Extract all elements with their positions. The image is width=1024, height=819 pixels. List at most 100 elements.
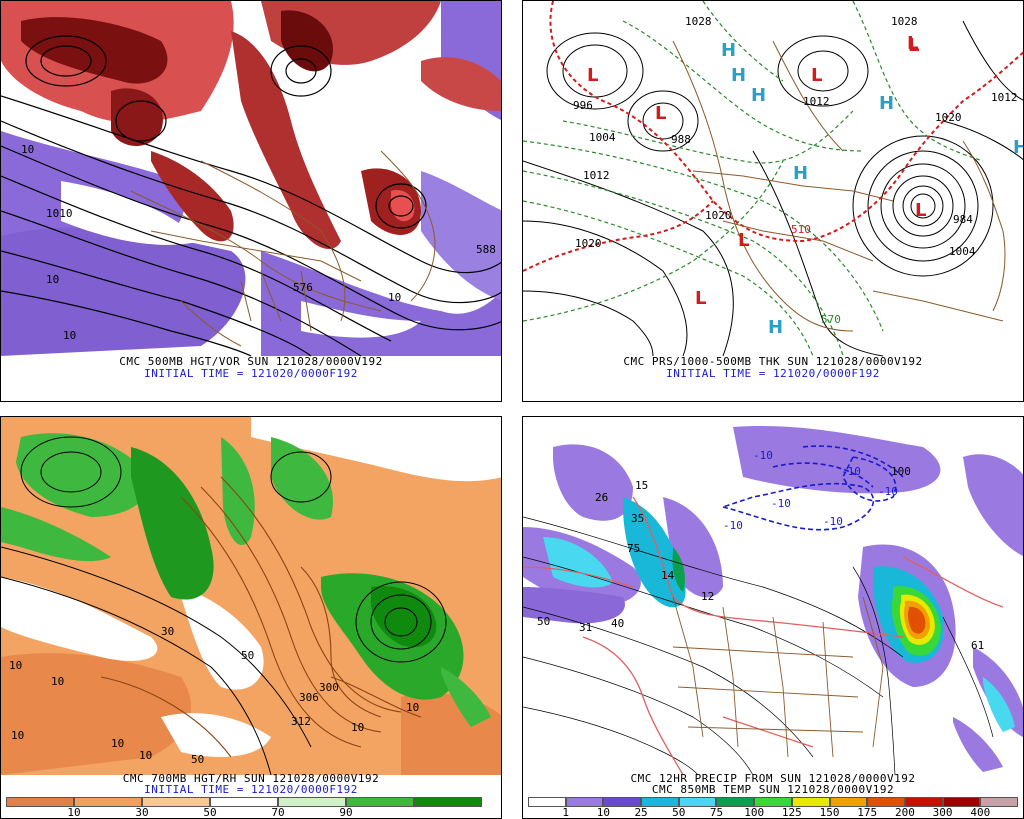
svg-text:30: 30 xyxy=(161,625,174,638)
state-borders xyxy=(672,596,884,758)
svg-text:-10: -10 xyxy=(823,515,843,528)
height-contours xyxy=(1,436,447,776)
svg-text:1012: 1012 xyxy=(583,169,610,182)
isobars xyxy=(523,20,1023,357)
svg-text:100: 100 xyxy=(891,465,911,478)
precip-fill-heavy xyxy=(907,606,926,634)
svg-text:40: 40 xyxy=(611,617,624,630)
svg-text:50: 50 xyxy=(191,753,204,766)
svg-text:-10: -10 xyxy=(723,519,743,532)
svg-text:L: L xyxy=(695,288,706,309)
rh-colorbar-ticks: 10 30 50 70 90 xyxy=(6,806,482,818)
initial-time: INITIAL TIME = 121020/0000F192 xyxy=(144,783,358,796)
svg-text:510: 510 xyxy=(791,223,811,236)
isobar-labels: 1028 1028 996 988 1004 1012 1020 1020 10… xyxy=(573,15,1018,326)
svg-text:10: 10 xyxy=(351,721,364,734)
panel-700mb-hgt-rh: 10 10 10 10 30 50 50 306 312 300 10 10 1… xyxy=(0,416,502,819)
colorbar-tick-label: 30 xyxy=(135,806,149,819)
vorticity-fill-positive xyxy=(231,31,341,250)
colorbar-swatch xyxy=(942,797,981,807)
colorbar-tick-label: 200 xyxy=(894,806,915,819)
svg-text:L: L xyxy=(907,33,918,54)
panel-title: CMC 12HR PRECIP FROM SUN 121028/0000V192 xyxy=(630,772,916,785)
rh-colorbar xyxy=(6,797,482,807)
svg-text:-10: -10 xyxy=(771,497,791,510)
panel-title: CMC PRS/1000-500MB THK SUN 121028/0000V1… xyxy=(623,355,923,368)
colorbar-tick-label: 125 xyxy=(781,806,802,819)
precip-fill-moderate xyxy=(543,537,613,588)
vorticity-fill-positive xyxy=(421,57,501,111)
contour-label: 10 xyxy=(46,273,59,286)
svg-text:10: 10 xyxy=(9,659,22,672)
rh-fill-moist xyxy=(221,437,255,546)
colorbar-swatch xyxy=(754,797,792,807)
vorticity-fill-negative xyxy=(1,227,246,356)
svg-text:14: 14 xyxy=(661,569,675,582)
panel-subtitle: CMC 850MB TEMP SUN 121028/0000V192 xyxy=(651,783,895,796)
humidity-map: 10 10 10 10 30 50 50 306 312 300 10 10 1… xyxy=(1,417,501,776)
vorticity-fill-positive xyxy=(151,151,234,242)
colorbar-tick-label: 150 xyxy=(819,806,840,819)
initial-time: INITIAL TIME = 121020/0000F192 xyxy=(144,367,358,380)
colorbar-swatch xyxy=(867,797,905,807)
svg-text:L: L xyxy=(655,103,666,124)
contour-label: 1010 xyxy=(46,207,73,220)
svg-text:H: H xyxy=(1013,137,1024,158)
colorbar-swatch xyxy=(565,797,604,807)
colorbar-swatch xyxy=(6,797,74,807)
panel-prs-thk: L L L L L L L L H H H H H H H 1028 1028 … xyxy=(522,0,1024,402)
contour-label: 10 xyxy=(21,143,34,156)
colorbar-tick-label: 50 xyxy=(672,806,686,819)
svg-text:988: 988 xyxy=(671,133,691,146)
precip-fill-light xyxy=(523,587,625,624)
svg-text:H: H xyxy=(768,317,783,338)
precip-colorbar xyxy=(528,797,1018,807)
contour-label: 576 xyxy=(293,281,313,294)
colorbar-swatch xyxy=(346,797,414,807)
svg-text:300: 300 xyxy=(319,681,339,694)
colorbar-swatch xyxy=(142,797,210,807)
height-contours xyxy=(1,35,501,357)
precip-fill-light xyxy=(963,454,1023,556)
panel-500mb-hgt-vor: 1010 10 10 588 576 10 10 CMC 500MB HGT/V… xyxy=(0,0,502,402)
svg-text:50: 50 xyxy=(537,615,550,628)
colorbar-swatch xyxy=(641,797,679,807)
colorbar-swatch xyxy=(716,797,755,807)
colorbar-swatch xyxy=(528,797,566,807)
colorbar-tick-label: 50 xyxy=(203,806,217,819)
colorbar-swatch xyxy=(74,797,142,807)
colorbar-tick-label: 90 xyxy=(339,806,353,819)
svg-text:15: 15 xyxy=(635,479,648,492)
svg-text:996: 996 xyxy=(573,99,593,112)
contour-label: 10 xyxy=(388,291,401,304)
colorbar-swatch xyxy=(791,797,830,807)
rh-fill-moist xyxy=(1,507,111,562)
svg-text:31: 31 xyxy=(579,621,592,634)
map-boundaries xyxy=(672,40,1006,332)
colorbar-swatch xyxy=(603,797,642,807)
precip-map: 26 15 35 75 14 12 50 31 40 -10 -10 -10 -… xyxy=(523,417,1023,776)
svg-text:1004: 1004 xyxy=(949,245,976,258)
540-thickness-line xyxy=(523,1,1023,272)
precip-fill-heavy xyxy=(672,547,685,592)
initial-time: INITIAL TIME = 121020/0000F192 xyxy=(666,367,880,380)
svg-text:H: H xyxy=(731,65,746,86)
colorbar-tick-label: 175 xyxy=(857,806,878,819)
vorticity-map: 1010 10 10 588 576 10 10 xyxy=(1,1,501,357)
vorticity-fill-negative xyxy=(421,171,501,301)
brown-height-contours xyxy=(100,476,422,758)
rh-fill-moist xyxy=(131,447,214,600)
colorbar-tick-label: 1 xyxy=(562,806,569,819)
svg-text:984: 984 xyxy=(953,213,973,226)
svg-text:35: 35 xyxy=(631,512,644,525)
precip-fill-light xyxy=(733,426,941,494)
colorbar-swatch xyxy=(678,797,717,807)
svg-text:H: H xyxy=(793,163,808,184)
isotherms xyxy=(523,516,994,776)
svg-text:1028: 1028 xyxy=(891,15,918,28)
svg-text:1028: 1028 xyxy=(685,15,712,28)
colorbar-tick-label: 70 xyxy=(271,806,285,819)
svg-text:10: 10 xyxy=(406,701,419,714)
panel-title: CMC 700MB HGT/RH SUN 121028/0000V192 xyxy=(122,772,380,785)
colorbar-tick-label: 400 xyxy=(970,806,991,819)
